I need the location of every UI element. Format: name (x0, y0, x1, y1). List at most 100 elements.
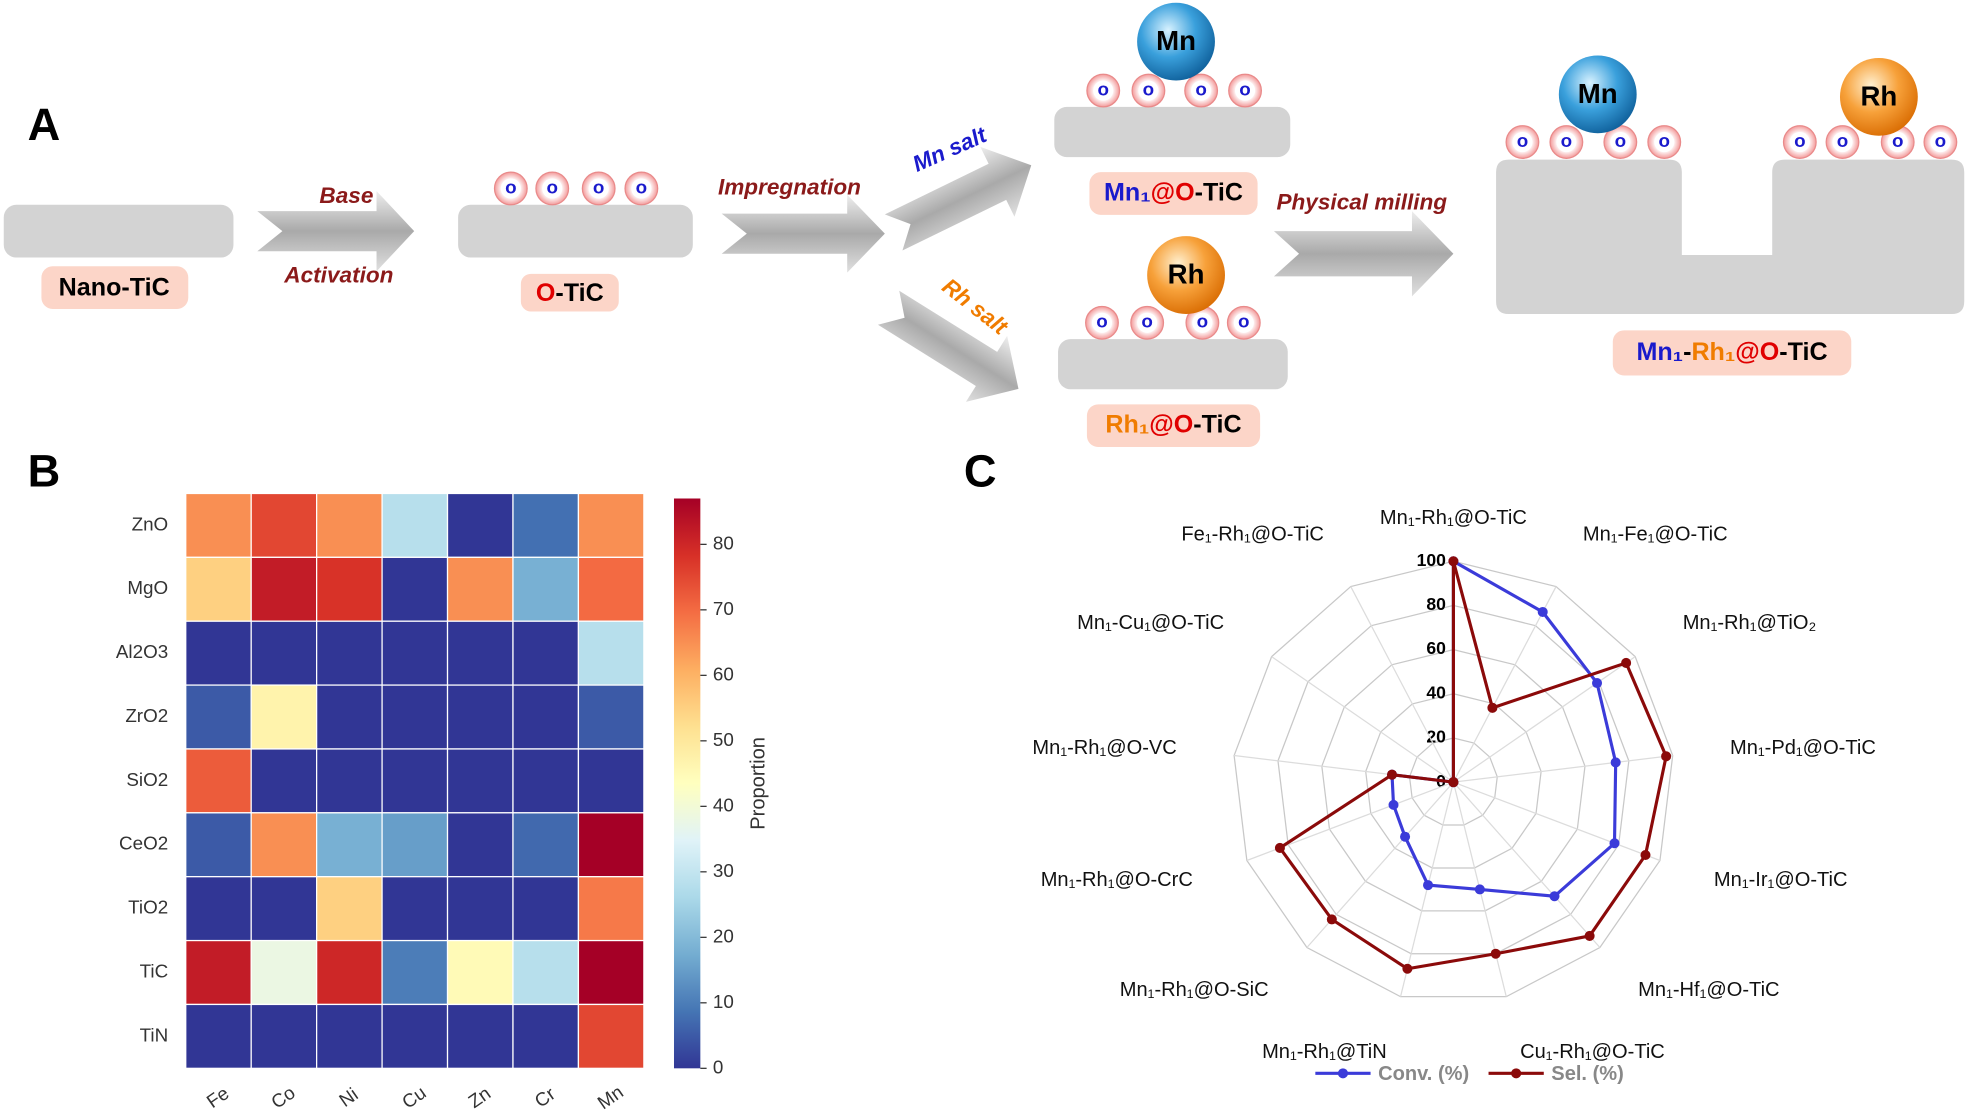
cell (185, 684, 252, 750)
arrow (257, 191, 415, 272)
cell (250, 812, 318, 878)
series-point (1402, 963, 1413, 974)
r-tick-label: 80 (1426, 594, 1446, 614)
atom-core (1137, 312, 1158, 333)
series-point (1400, 831, 1411, 842)
cell (577, 492, 645, 558)
particle (1058, 339, 1288, 390)
metal-label: Mn (1156, 25, 1196, 56)
atom-core (1930, 132, 1951, 153)
legend-label: Conv. (%) (1378, 1063, 1469, 1085)
label-part: -TiC (1193, 410, 1241, 438)
col-label: Zn (464, 1082, 494, 1112)
cell (512, 812, 580, 878)
axis-label: Mn₁-Rh₁@O-SiC (1120, 979, 1269, 1001)
atom-label: o (505, 176, 517, 197)
cell (250, 620, 318, 686)
label: Mn₁-Rh₁@O-TiC (1636, 338, 1827, 366)
label-part: @O (1735, 338, 1779, 366)
col-label: Mn (594, 1081, 627, 1113)
arrow-label: Impregnation (718, 174, 861, 199)
row-label: TiO2 (128, 897, 168, 918)
atom-label: o (546, 176, 558, 197)
cell (512, 748, 580, 814)
atom-core (1556, 132, 1577, 153)
row-label: MgO (127, 577, 168, 598)
atom-core (542, 178, 563, 199)
cell (446, 1003, 514, 1069)
series-point (1490, 948, 1501, 959)
axis-label: Mn₁-Rh₁@O-VC (1032, 737, 1176, 759)
cell (250, 556, 318, 622)
atom-core (1235, 80, 1256, 101)
label-part: Rh₁ (1691, 338, 1735, 366)
axis-label: Mn₁-Ir₁@O-TiC (1714, 869, 1848, 891)
label-box (1086, 404, 1261, 448)
metal-label: Mn (1578, 78, 1618, 109)
atom-label: o (1096, 311, 1108, 332)
atom-label: o (636, 176, 648, 197)
metal-label: Rh (1168, 259, 1205, 290)
arrow (721, 194, 885, 273)
cell (577, 620, 645, 686)
row-label: SiO2 (126, 769, 168, 790)
legend-marker (1337, 1068, 1348, 1079)
colorbar-tick-label: 50 (713, 729, 734, 750)
row-label: Al2O3 (116, 641, 168, 662)
cell (512, 684, 580, 750)
atom-core (1192, 312, 1213, 333)
label-part: Mn₁ (1636, 338, 1683, 366)
spoke (1350, 586, 1454, 783)
cell (512, 1003, 580, 1069)
row-label: TiN (140, 1024, 169, 1045)
cell (185, 1003, 252, 1069)
cell (250, 748, 318, 814)
atom-core (1654, 132, 1675, 153)
cell (512, 939, 580, 1006)
series-point (1621, 657, 1632, 668)
col-label: Ni (335, 1083, 362, 1110)
arrow (877, 290, 1019, 402)
spoke (1271, 656, 1454, 783)
metal-atom (1147, 236, 1225, 314)
cell (446, 876, 514, 942)
label-part: O (536, 279, 556, 307)
cell (316, 620, 383, 686)
arrow (1273, 211, 1454, 297)
atom-label: o (1561, 130, 1573, 151)
series-point (1549, 891, 1560, 902)
series-line (1277, 560, 1668, 971)
grid-ring (1277, 604, 1630, 955)
cell (316, 939, 383, 1006)
series-point (1640, 849, 1651, 861)
cell (316, 684, 383, 750)
label-part: -TiC (555, 279, 603, 307)
col-label: Cu (398, 1082, 430, 1113)
cell (250, 684, 318, 750)
arrow-label: Physical milling (1276, 190, 1447, 215)
label-box (1612, 330, 1852, 376)
r-tick-label: 100 (1417, 550, 1447, 570)
atom-label: o (593, 176, 605, 197)
label: Mn₁@O-TiC (1104, 178, 1243, 206)
label-part: -TiC (1195, 178, 1243, 206)
label-part: Rh₁ (1105, 410, 1149, 438)
particle (458, 204, 693, 258)
colorbar-tick-label: 70 (713, 598, 734, 619)
cell (250, 939, 318, 1006)
series-point (1610, 757, 1621, 768)
series-point (1448, 556, 1459, 567)
series-point (1448, 777, 1459, 788)
atom-label: o (1892, 130, 1904, 151)
cell (381, 556, 449, 622)
colorbar-tick-label: 60 (713, 663, 734, 684)
axis-label: Cu₁-Rh₁@O-TiC (1520, 1041, 1665, 1063)
cell (381, 620, 449, 686)
atom-core (1233, 312, 1254, 333)
cell (446, 492, 514, 558)
axis-label: Mn₁-Rh₁@TiN (1262, 1041, 1387, 1063)
atom-core (500, 178, 521, 199)
cell (316, 748, 383, 814)
arrow (884, 146, 1032, 251)
spoke (1453, 656, 1636, 783)
